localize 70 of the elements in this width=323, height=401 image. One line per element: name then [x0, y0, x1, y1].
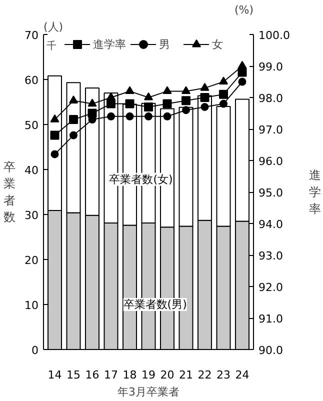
y-tick-label: 10: [24, 299, 39, 312]
x-tick-label: 19: [142, 368, 156, 382]
x-tick-label: 16: [85, 368, 100, 382]
point: [88, 98, 97, 107]
point: [144, 102, 153, 112]
y2-tick-label: 90.0: [258, 344, 283, 357]
y2-tick-label: 93.0: [258, 250, 283, 262]
x-tick-label: 24: [235, 368, 250, 382]
point: [50, 114, 60, 122]
point: [125, 86, 134, 94]
annotation: 千: [46, 40, 56, 52]
point: [106, 99, 116, 108]
y-tick-label: 50: [24, 119, 39, 132]
x-tick-label: 15: [66, 368, 80, 382]
point: [69, 96, 78, 104]
point: [182, 106, 190, 114]
y2-tick-label: 94.0: [258, 218, 283, 231]
x-tick-label: 20: [160, 368, 174, 382]
point: [220, 100, 228, 108]
x-tick-label: 17: [104, 368, 118, 382]
y-tick-label: 0: [32, 344, 38, 357]
point: [163, 112, 172, 120]
text: (%): [234, 4, 254, 16]
point: [69, 115, 78, 124]
legend-label: 女: [212, 36, 224, 52]
point: [219, 76, 228, 85]
point: [126, 112, 134, 120]
x-axis-title: 年3月卒業者: [118, 386, 180, 398]
point: [70, 131, 78, 140]
y-tick-label: 20: [24, 254, 39, 267]
y2-tick-label: 92.0: [258, 281, 283, 294]
y-tick-label: 60: [24, 74, 39, 87]
point: [200, 93, 210, 102]
y-tick-label: 30: [24, 209, 39, 222]
point: [107, 112, 115, 120]
point: [182, 86, 190, 94]
legend-label: 進学率: [93, 36, 126, 52]
point: [144, 112, 152, 120]
x-tick-label: 21: [179, 368, 193, 382]
x-tick-label: 14: [48, 368, 62, 382]
point: [50, 130, 60, 140]
y2-tick-label: 97.0: [258, 124, 283, 136]
point: [162, 99, 172, 108]
text: (人): [44, 20, 64, 34]
point: [144, 92, 153, 100]
y2-tick-label: 98.0: [258, 92, 283, 105]
y2-tick-label: 96.0: [258, 155, 283, 168]
x-tick-label: 23: [216, 368, 230, 382]
point: [219, 90, 228, 99]
point: [200, 102, 209, 111]
legend-label: 男: [159, 36, 171, 52]
x-tick-label: 18: [122, 368, 137, 382]
point: [125, 99, 134, 108]
point: [200, 82, 210, 91]
y2-tick-label: 95.0: [258, 186, 283, 200]
x-tick-label: 22: [198, 368, 212, 382]
point: [162, 86, 172, 94]
y2-tick-label: 100.0: [258, 29, 290, 42]
y-tick-label: 40: [24, 164, 39, 177]
point: [238, 60, 247, 69]
y-axis-title: 卒業者数: [4, 160, 16, 224]
series-label: 卒業者数(女): [109, 172, 173, 186]
point: [238, 78, 246, 86]
y2-axis-title: 進学率: [308, 168, 321, 216]
y2-tick-label: 91.0: [258, 312, 283, 326]
point: [50, 150, 59, 158]
y-tick-label: 70: [24, 29, 39, 42]
point: [182, 96, 190, 106]
y2-tick-label: 99.0: [258, 60, 283, 74]
series-label: 卒業者数(男): [123, 298, 187, 311]
